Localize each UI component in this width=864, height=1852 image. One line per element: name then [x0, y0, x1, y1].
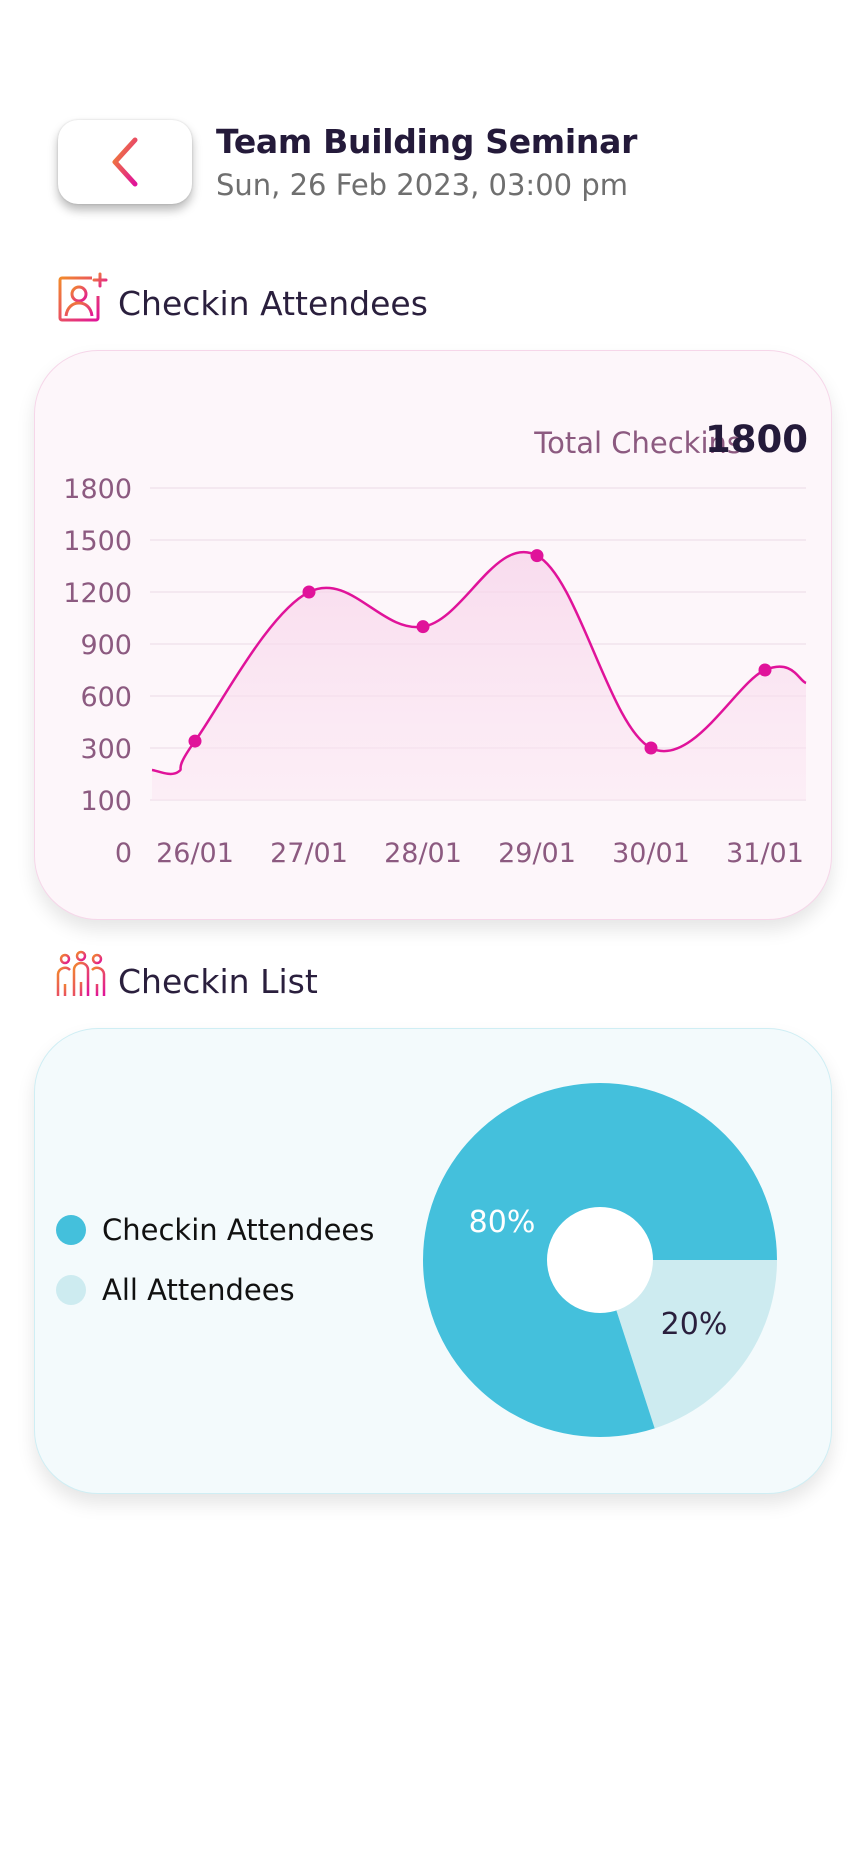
section-title-checkin-list: Checkin List: [118, 962, 318, 1001]
total-checkins-value: 1800: [705, 418, 808, 461]
y-tick-label: 300: [80, 734, 132, 765]
pie-label-all: 20%: [661, 1307, 728, 1342]
data-point[interactable]: [644, 741, 658, 755]
section-title-checkin-attendees: Checkin Attendees: [118, 284, 428, 323]
data-point[interactable]: [188, 734, 202, 748]
pie-label-checkin: 80%: [469, 1205, 536, 1240]
group-icon: [56, 950, 106, 996]
x-tick-label: 27/01: [270, 838, 348, 869]
line-area-fill: [152, 552, 806, 800]
total-checkins-label: Total Checkins: [534, 426, 742, 460]
back-button[interactable]: [58, 120, 192, 204]
x-tick-label: 31/01: [726, 838, 804, 869]
y-tick-label: 900: [80, 630, 132, 661]
x-tick-label: 28/01: [384, 838, 462, 869]
donut-hole: [547, 1207, 653, 1313]
legend-item-checkin: Checkin Attendees: [56, 1200, 374, 1260]
data-point[interactable]: [302, 585, 316, 599]
data-point[interactable]: [758, 663, 772, 677]
chevron-left-icon: [112, 137, 138, 187]
y-tick-label: 1800: [63, 474, 132, 505]
x-tick-label: 26/01: [156, 838, 234, 869]
x-tick-label: 29/01: [498, 838, 576, 869]
y-tick-label: 1500: [63, 526, 132, 557]
x-tick-label: 30/01: [612, 838, 690, 869]
legend-swatch-all: [56, 1275, 86, 1305]
pie-slice[interactable]: [600, 1260, 777, 1429]
user-plus-icon: [58, 272, 108, 322]
page-title: Team Building Seminar: [216, 122, 638, 161]
series-line: [151, 551, 807, 776]
legend-label-all: All Attendees: [102, 1273, 295, 1307]
y-tick-label: 100: [80, 786, 132, 817]
legend-item-all: All Attendees: [56, 1260, 374, 1320]
legend-swatch-checkin: [56, 1215, 86, 1245]
data-point[interactable]: [530, 549, 544, 563]
data-point[interactable]: [416, 620, 430, 634]
y-tick-label: 1200: [63, 578, 132, 609]
y-tick-label: 0: [115, 838, 132, 869]
pie-legend: Checkin Attendees All Attendees: [56, 1200, 374, 1320]
legend-label-checkin: Checkin Attendees: [102, 1213, 375, 1247]
y-tick-label: 600: [80, 682, 132, 713]
event-datetime: Sun, 26 Feb 2023, 03:00 pm: [216, 168, 628, 202]
